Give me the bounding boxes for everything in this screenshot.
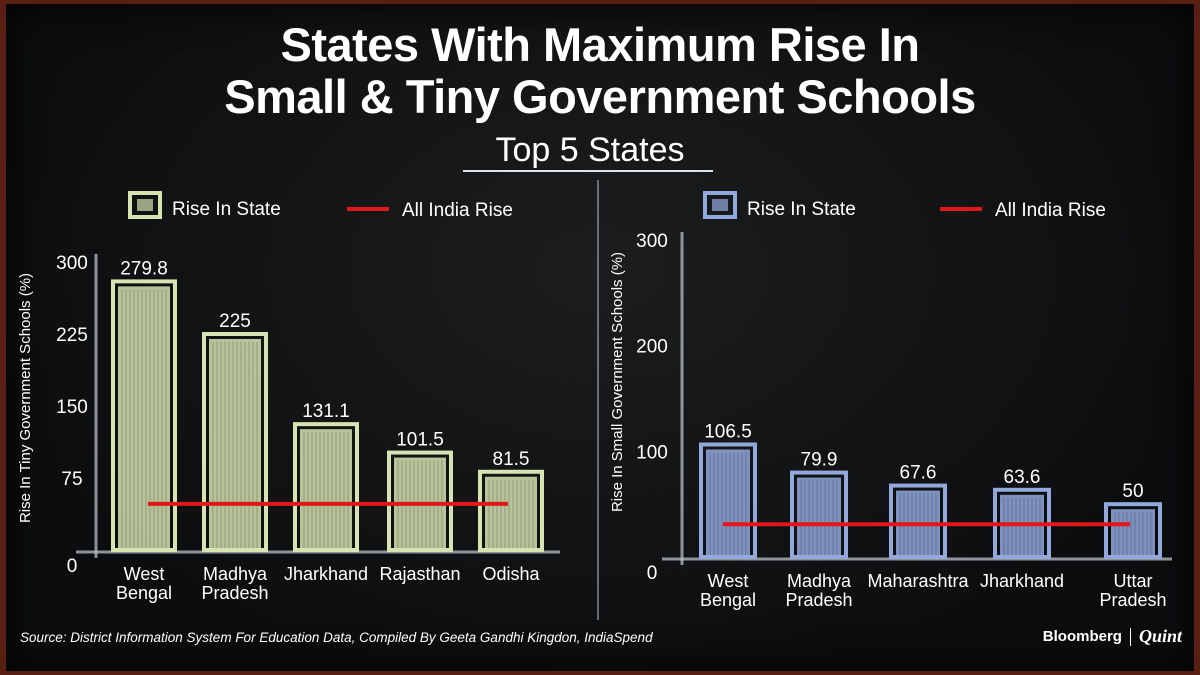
small-x-tick-label: Jharkhand [980,571,1064,591]
tiny-bar-outline [202,332,268,552]
small-x-tick-label: Uttar [1113,571,1152,591]
tiny-bar [300,429,352,550]
chart-title-line2: Small & Tiny Government Schools [224,70,976,123]
tiny-y-tick-label: 0 [67,556,78,577]
small-x-tick-label: Maharashtra [867,571,969,591]
chalkboard-background [6,4,1194,671]
tiny-x-tick-label: West [124,564,165,584]
tiny-data-label: 225 [219,311,251,332]
small-bar-outline [790,470,848,559]
small-x-tick-label: Bengal [700,590,756,610]
tiny-bar-outline [478,469,544,553]
brand-separator [1129,627,1131,646]
tiny-x-tick-label: Odisha [482,564,540,584]
tiny-y-axis-label: Rise In Tiny Government Schools (%) [17,273,34,523]
small-bar-texture [709,452,747,555]
tiny-data-label: 101.5 [396,430,444,451]
tiny-data-label: 279.8 [120,258,168,279]
tiny-bar-texture [121,289,167,548]
small-y-tick-label: 300 [636,231,668,252]
small-schools-chart: 0 100 200 300 Rise In Small Government Schoo… [609,191,1172,610]
tiny-bar [485,476,537,550]
tiny-bar-outline [387,450,453,552]
small-bar-outline [1104,502,1162,559]
tiny-y-tick-label: 75 [61,469,82,490]
small-bar [706,449,750,557]
small-bar-outline [889,483,947,559]
small-legend-label-reference: All India Rise [995,200,1106,221]
tiny-legend-label-state: Rise In State [172,199,281,220]
small-legend-swatch-fill [712,199,728,211]
small-bar-texture [1114,512,1152,555]
tiny-y-tick-label: 225 [56,325,88,346]
tiny-bar-texture [212,342,258,548]
small-bar [797,477,841,557]
tiny-legend-label-reference: All India Rise [402,200,513,221]
tiny-bar [118,286,170,550]
small-data-label: 79.9 [801,450,838,471]
tiny-x-tick-label: Madhya [203,564,268,584]
small-data-label: 50 [1122,481,1143,502]
small-x-tick-label: Madhya [787,571,852,591]
tiny-bar-outline [293,422,359,553]
tiny-schools-chart: 0 75 150 225 300 Rise In Tiny Government Scho… [17,191,560,603]
small-data-label: 67.6 [900,463,937,484]
small-x-tick-label: Pradesh [785,590,852,610]
small-bar-texture [800,480,838,555]
small-legend-label-state: Rise In State [747,199,856,220]
tiny-data-label: 131.1 [302,401,350,422]
small-y-axis-label: Rise In Small Government Schools (%) [609,252,626,512]
tiny-bar [209,339,261,550]
tiny-x-tick-label: Bengal [116,583,172,603]
small-x-tick-label: West [708,571,749,591]
small-data-label: 63.6 [1004,467,1041,488]
brand-name: Bloomberg [1042,628,1122,645]
brand-partner: Quint [1138,626,1182,646]
tiny-legend-swatch [128,191,162,219]
small-bar-texture [1003,497,1041,555]
small-x-tick-label: Pradesh [1099,590,1166,610]
small-legend-swatch [703,191,737,219]
small-y-tick-label: 200 [636,337,668,358]
tiny-legend-swatch-fill [137,199,153,211]
small-bar-outline [699,442,757,559]
small-y-tick-label: 100 [636,442,668,463]
panel-divider [597,180,599,620]
chart-subtitle: Top 5 States [495,131,685,169]
tiny-y-tick-label: 300 [56,253,88,274]
small-bar [1111,509,1155,557]
source-note: Source: District Information System For … [20,630,653,645]
tiny-data-label: 81.5 [493,449,530,470]
chart-title-line1: States With Maximum Rise In [280,18,921,71]
tiny-y-tick-label: 150 [56,397,88,418]
tiny-bar-outline [111,279,177,552]
small-y-tick-label: 0 [647,563,658,584]
brand-logo: Bloomberg Quint [1043,626,1182,647]
tiny-bar-texture [488,479,534,548]
subtitle-underline [463,170,713,172]
tiny-x-tick-label: Rajasthan [379,564,460,584]
tiny-x-tick-label: Pradesh [201,583,268,603]
tiny-x-tick-label: Jharkhand [284,564,368,584]
tiny-bar-texture [303,432,349,548]
small-data-label: 106.5 [704,421,752,442]
